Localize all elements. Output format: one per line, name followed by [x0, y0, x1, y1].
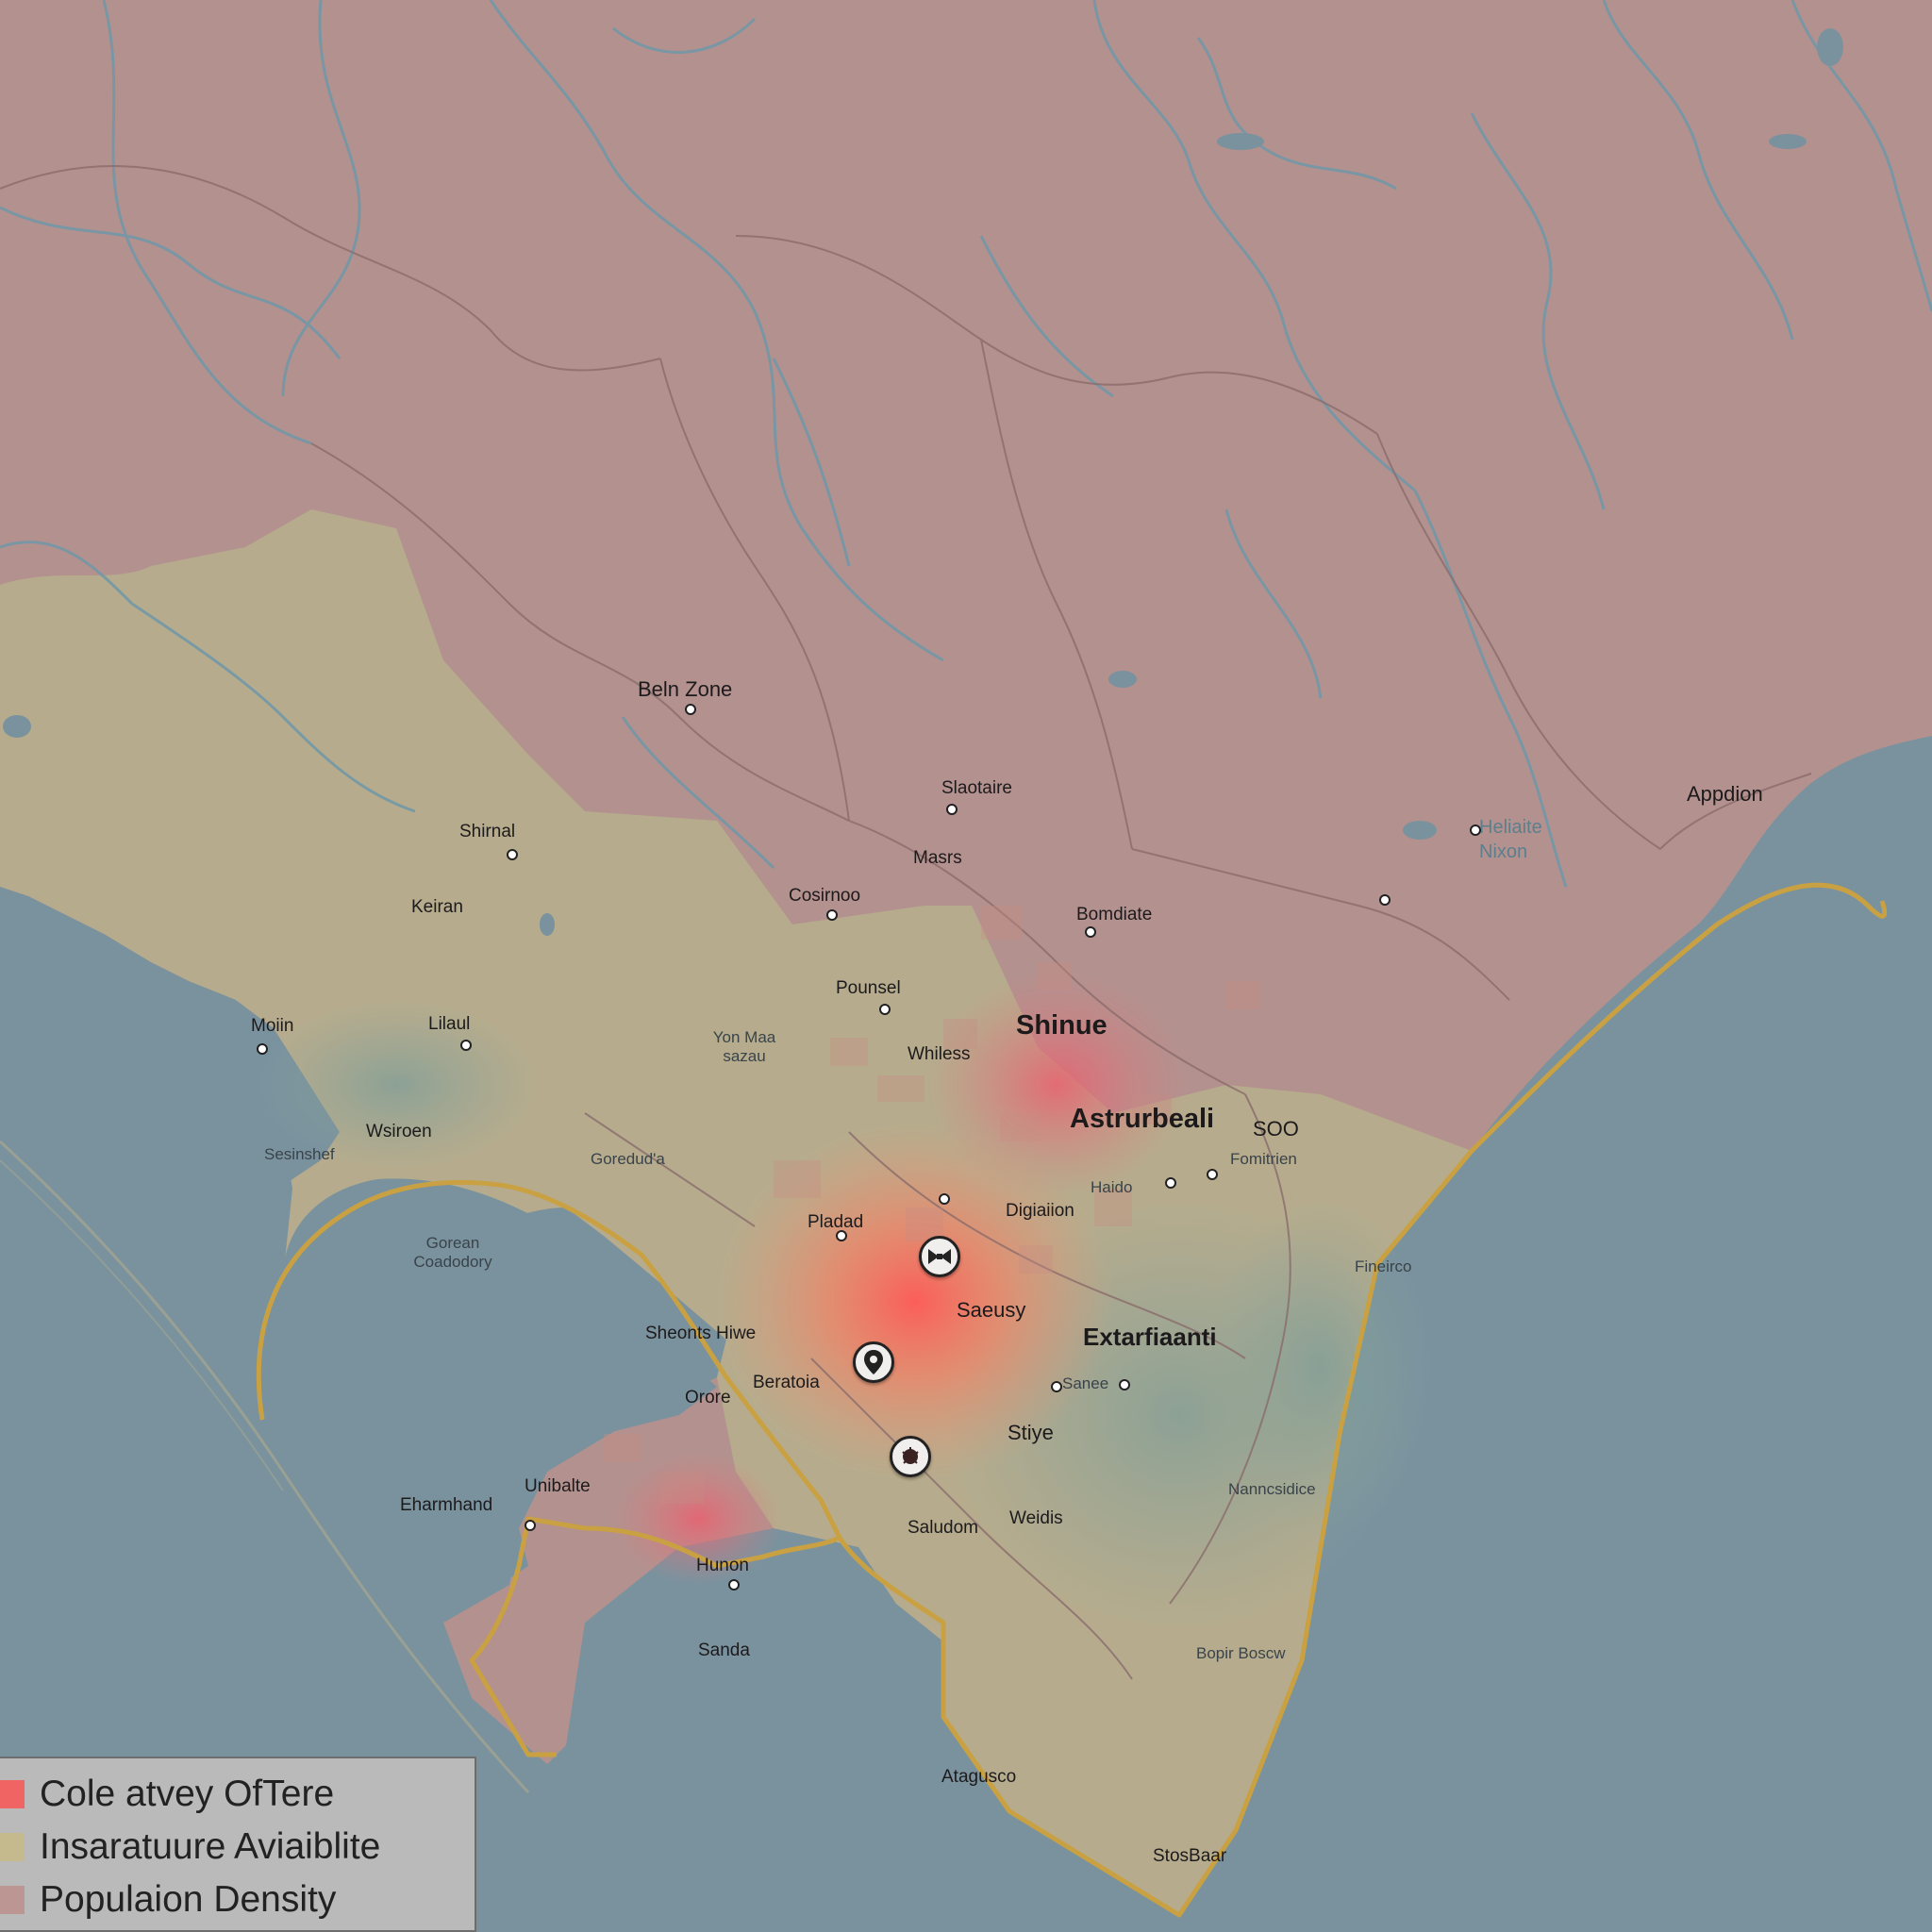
legend-swatch-cost — [0, 1780, 25, 1808]
place-dot[interactable] — [728, 1579, 740, 1591]
legend-item: Cole atvey OfTere — [0, 1770, 334, 1819]
place-dot[interactable] — [1119, 1379, 1130, 1391]
place-dot[interactable] — [1379, 894, 1391, 906]
place-dot[interactable] — [1207, 1169, 1218, 1180]
place-dot[interactable] — [1470, 824, 1481, 836]
map-pin-icon — [864, 1350, 883, 1374]
place-dot[interactable] — [1165, 1177, 1176, 1189]
west-sea — [0, 887, 311, 1698]
place-label: Unibalte — [525, 1476, 591, 1496]
place-label: Cosirnoo — [789, 886, 861, 906]
place-label: Sheonts Hiwe — [645, 1324, 757, 1343]
sandbar — [0, 1159, 284, 1491]
place-dot[interactable] — [1051, 1381, 1062, 1392]
lakes — [3, 28, 1920, 953]
place-dot[interactable] — [1085, 926, 1096, 938]
place-label: Slaotaire — [941, 778, 1012, 798]
place-label: Digiaiion — [1006, 1201, 1074, 1221]
region-label: Shinue — [1016, 1010, 1108, 1041]
place-label: SOO — [1253, 1117, 1299, 1141]
place-dot[interactable] — [507, 849, 518, 860]
legend-label: Populaion Density — [40, 1879, 337, 1920]
rivers — [0, 0, 1932, 888]
place-label: Wsiroen — [366, 1122, 432, 1141]
place-label: Nanncsidice — [1228, 1480, 1316, 1498]
place-label: Beratoia — [753, 1373, 820, 1392]
place-label: Fomitrien — [1230, 1150, 1297, 1168]
place-label: Sesinshef — [264, 1145, 335, 1163]
place-label: Yon Maa sazau — [712, 1028, 776, 1066]
place-dot[interactable] — [879, 1004, 891, 1015]
landmark-marker[interactable] — [890, 1436, 931, 1477]
place-label: Pounsel — [836, 978, 901, 998]
place-dot[interactable] — [946, 804, 958, 815]
place-dot[interactable] — [257, 1043, 268, 1055]
low-access-zone — [1208, 1198, 1434, 1538]
legend-label: Cole atvey OfTere — [40, 1774, 335, 1814]
bowtie-icon — [928, 1249, 951, 1264]
place-label: Bopir Boscw — [1196, 1644, 1286, 1662]
place-label: Lilaul — [428, 1014, 471, 1034]
map-legend: Cole atvey OfTere Insaratuure Aviaiblite… — [0, 1757, 476, 1932]
location-pin-marker[interactable] — [853, 1341, 894, 1383]
legend-swatch-population — [0, 1886, 25, 1914]
emblem-icon — [902, 1447, 919, 1464]
place-label: Goredud'a — [591, 1150, 665, 1168]
bay — [255, 1178, 717, 1623]
place-label: Saeusy — [957, 1298, 1026, 1322]
place-dot[interactable] — [939, 1193, 950, 1205]
region-label: Extarfiaanti — [1083, 1323, 1217, 1351]
legend-label: Insaratuure Aviaiblite — [40, 1826, 381, 1867]
place-label: Pladad — [808, 1212, 864, 1232]
place-label: Whiless — [908, 1044, 971, 1064]
service-area-boundary — [256, 882, 1888, 1918]
water-label: Gorean Coadodory — [413, 1234, 492, 1272]
place-label: Stiye — [1008, 1421, 1054, 1444]
place-label: Keiran — [411, 897, 463, 917]
water-label: Heliaite Nixon — [1479, 817, 1542, 862]
place-label: Moiin — [251, 1016, 294, 1036]
place-label: Appdion — [1687, 782, 1763, 806]
legend-swatch-infrastructure — [0, 1833, 25, 1861]
place-label: Weidis — [1009, 1508, 1063, 1528]
place-label: Haido — [1091, 1178, 1133, 1196]
place-dot[interactable] — [685, 704, 696, 715]
cost-of-care-hotspot — [717, 1123, 1113, 1481]
place-label: Bomdiate — [1076, 905, 1153, 924]
place-label: Beln Zone — [638, 677, 733, 701]
place-dot[interactable] — [836, 1230, 847, 1241]
place-label: Hunon — [696, 1556, 749, 1575]
cost-of-care-hotspot — [613, 1453, 783, 1585]
legend-item: Populaion Density — [0, 1875, 336, 1924]
region-label: Astrurbeali — [1070, 1104, 1215, 1134]
low-access-zone — [255, 1000, 538, 1170]
place-label: Shirnal — [459, 822, 516, 841]
region-borders — [0, 165, 1812, 1680]
cost-of-care-hotspot — [924, 972, 1189, 1198]
sandbar — [0, 1140, 530, 1794]
place-label: Saludom — [908, 1518, 978, 1538]
facility-marker[interactable] — [919, 1236, 960, 1277]
place-label: Fineirco — [1355, 1257, 1412, 1275]
place-label: Eharmhand — [400, 1495, 493, 1515]
place-label: StosBaar — [1153, 1846, 1227, 1866]
legend-item: Insaratuure Aviaiblite — [0, 1823, 380, 1872]
place-dot[interactable] — [525, 1520, 536, 1531]
place-label: Sanda — [698, 1641, 750, 1660]
district-blocks — [604, 906, 1260, 1504]
place-label: Orore — [685, 1388, 731, 1407]
place-label: Atagusco — [941, 1767, 1017, 1787]
place-label: Masrs — [913, 848, 962, 868]
place-dot[interactable] — [826, 909, 838, 921]
place-label: Sanee — [1062, 1374, 1109, 1392]
place-dot[interactable] — [460, 1040, 472, 1051]
